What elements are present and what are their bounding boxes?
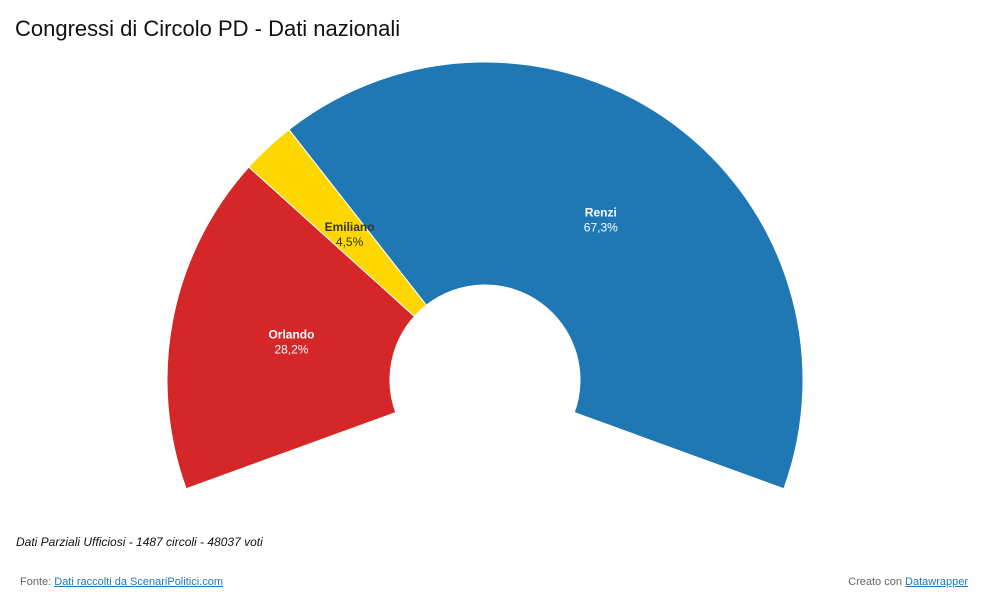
chart-title: Congressi di Circolo PD - Dati nazionali	[15, 16, 401, 41]
slice-label-name-orlando: Orlando	[268, 327, 314, 341]
source-link[interactable]: Dati raccolti da ScenariPolitici.com	[54, 576, 223, 588]
slice-renzi	[288, 61, 804, 490]
chart-slices	[166, 61, 804, 490]
slice-label-name-emiliano: Emiliano	[325, 220, 375, 234]
slice-label-value-emiliano: 4,5%	[336, 235, 364, 249]
footer-credit-prefix: Creato con	[848, 576, 902, 588]
slice-label-value-renzi: 67,3%	[584, 220, 618, 234]
slice-label-value-orlando: 28,2%	[274, 342, 308, 356]
footer-source-prefix: Fonte:	[20, 576, 52, 588]
slice-orlando	[166, 166, 416, 490]
datawrapper-link[interactable]: Datawrapper	[905, 576, 968, 588]
chart-note: Dati Parziali Ufficiosi - 1487 circoli -…	[16, 535, 263, 549]
footer-credit: Creato con Datawrapper	[848, 576, 968, 588]
footer-source: Fonte: Dati raccolti da ScenariPolitici.…	[20, 576, 223, 588]
slice-label-name-renzi: Renzi	[585, 205, 617, 219]
